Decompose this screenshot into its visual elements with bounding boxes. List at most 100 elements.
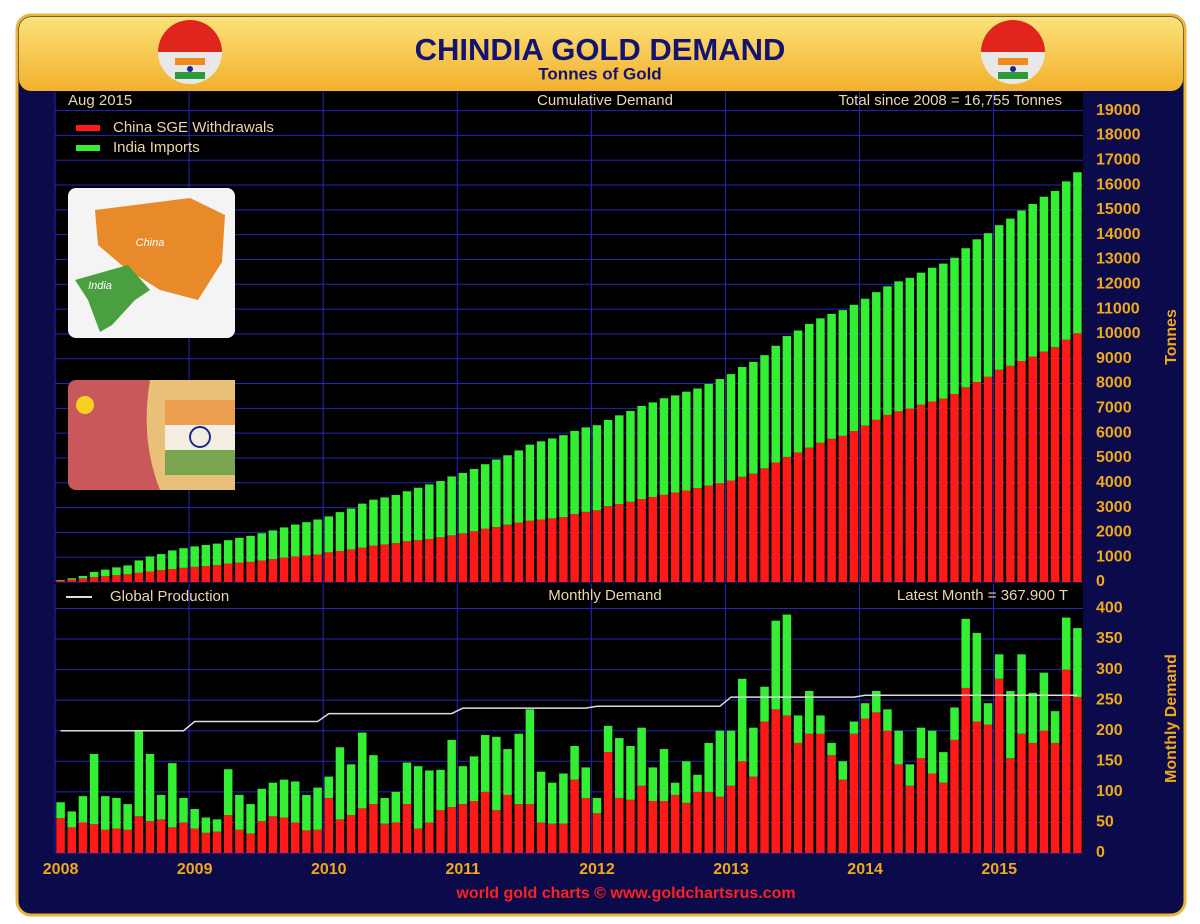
bar	[838, 435, 848, 582]
bar	[1061, 669, 1071, 853]
bar	[503, 455, 512, 525]
bar	[134, 816, 144, 853]
y-tick-label: 100	[1096, 783, 1123, 800]
bar	[492, 527, 501, 582]
bar	[78, 575, 88, 579]
bar	[905, 785, 915, 853]
y-tick-label: 10000	[1096, 325, 1141, 342]
bar	[972, 632, 982, 722]
bar	[961, 387, 970, 582]
bar	[1028, 356, 1037, 582]
bar	[436, 769, 445, 811]
bar	[626, 501, 635, 582]
bar	[939, 263, 948, 399]
bar	[793, 742, 803, 853]
bar	[134, 572, 144, 582]
bar	[358, 808, 367, 853]
bar	[279, 817, 289, 853]
bar	[793, 715, 803, 743]
bar	[78, 822, 88, 853]
bar	[235, 794, 244, 830]
bar	[603, 506, 613, 582]
bar	[268, 816, 278, 853]
bar	[1006, 218, 1015, 366]
bar	[525, 520, 535, 582]
bar	[838, 761, 848, 780]
bar	[223, 815, 233, 853]
bar	[89, 753, 99, 825]
bar	[771, 345, 780, 463]
bar	[905, 408, 915, 582]
bar	[883, 709, 892, 731]
bar	[380, 823, 389, 853]
bar	[190, 828, 199, 853]
bar	[592, 813, 602, 853]
bar	[972, 721, 982, 853]
bar	[413, 828, 423, 853]
bar	[56, 802, 65, 819]
bar	[1017, 654, 1026, 734]
bar	[760, 686, 769, 722]
bar	[335, 550, 345, 582]
bar	[1061, 181, 1071, 340]
y-tick-label: 6000	[1096, 424, 1132, 441]
header-band	[19, 17, 1183, 91]
bar	[469, 531, 479, 582]
bar	[804, 323, 814, 448]
bar	[872, 690, 881, 713]
bar	[112, 567, 121, 576]
bar	[682, 761, 691, 803]
y-tick-label: 50	[1096, 814, 1114, 831]
y-tick-label: 0	[1096, 844, 1105, 861]
bar	[939, 398, 948, 582]
bar	[592, 425, 602, 511]
bar	[637, 727, 646, 786]
bar	[492, 459, 501, 528]
bar	[525, 804, 535, 853]
bar	[816, 715, 825, 734]
bar	[715, 730, 725, 797]
bar	[112, 828, 121, 853]
bar	[570, 779, 579, 853]
bar	[816, 318, 825, 443]
bar	[927, 730, 937, 774]
y-tick-label: 400	[1096, 600, 1123, 617]
bar	[257, 560, 266, 582]
bar	[983, 724, 993, 853]
x-tick-label: 2015	[981, 861, 1017, 878]
bar	[458, 472, 468, 534]
bar	[380, 497, 389, 545]
bar	[838, 310, 848, 436]
bar	[313, 519, 322, 555]
legend-label: Global Production	[110, 588, 229, 605]
bar	[235, 562, 244, 582]
bar	[905, 277, 915, 409]
bar	[134, 560, 144, 573]
bar	[782, 614, 792, 716]
bar	[693, 388, 702, 488]
y-tick-label: 200	[1096, 722, 1123, 739]
bar	[994, 225, 1004, 370]
bar	[89, 571, 99, 578]
bar	[1050, 190, 1060, 348]
bar	[223, 563, 233, 582]
bar	[447, 535, 456, 582]
bar	[1017, 361, 1026, 582]
bar	[670, 492, 680, 582]
bar	[860, 703, 870, 719]
bar	[559, 435, 568, 518]
bar	[726, 785, 736, 853]
x-tick-label: 2014	[847, 861, 883, 878]
x-tick-label: 2012	[579, 861, 615, 878]
bar	[1017, 733, 1026, 853]
bar	[346, 764, 356, 816]
bar	[313, 829, 322, 853]
bar	[56, 580, 65, 582]
bar	[782, 336, 792, 457]
annotation: Total since 2008 = 16,755 Tonnes	[838, 92, 1062, 109]
bar	[246, 804, 255, 834]
bar	[816, 442, 825, 582]
chart-title: Monthly Demand	[548, 587, 661, 604]
bar	[503, 794, 512, 853]
y-tick-label: 17000	[1096, 151, 1141, 168]
